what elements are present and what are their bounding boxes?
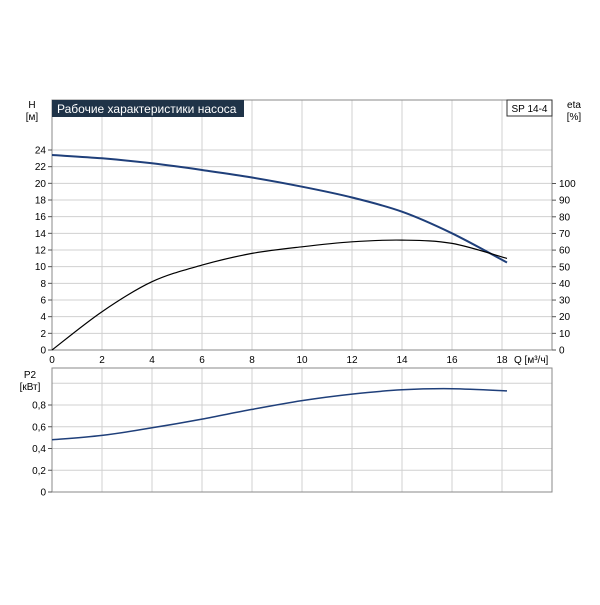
x-tick-label: 0: [49, 355, 55, 366]
p2-tick-label: 0,4: [32, 444, 46, 455]
bottom-chart-frame: [51, 367, 553, 493]
y2-tick-label: 10: [559, 329, 571, 340]
top-chart-frame: [51, 99, 553, 351]
y-axis-unit: [м]: [26, 112, 39, 123]
top-chart-grid: [51, 100, 553, 351]
y2-tick-label: 50: [559, 262, 571, 273]
bottom-y-tick-labels: 0 0,2 0,4 0,6 0,8: [32, 401, 52, 499]
y2-tick-label: 30: [559, 296, 571, 307]
x-tick-label: 4: [149, 355, 155, 366]
x-tick-label: 8: [249, 355, 255, 366]
x-tick-label: 14: [396, 355, 408, 366]
y2-tick-label: 40: [559, 279, 571, 290]
model-label: SP 14-4: [512, 104, 548, 115]
y2-tick-label: 70: [559, 229, 571, 240]
x-tick-label: 18: [496, 355, 508, 366]
top-y2-tick-labels: 0 10 20 30 40 50 60 70 80 90 100: [552, 179, 576, 357]
chart-title-box: [52, 100, 244, 117]
y-tick-label: 0: [40, 346, 46, 357]
y-tick-label: 4: [40, 312, 46, 323]
y2-tick-label: 80: [559, 212, 571, 223]
bottom-series-group: [51, 387, 508, 441]
y-tick-label: 18: [35, 196, 47, 207]
p2-axis-label: P2: [24, 370, 37, 381]
p2-tick-label: 0,8: [32, 401, 46, 412]
y-tick-label: 8: [40, 279, 46, 290]
x-tick-label: 12: [346, 355, 358, 366]
efficiency-curve: [51, 239, 508, 351]
y2-tick-label: 0: [559, 346, 565, 357]
y-tick-label: 10: [35, 262, 47, 273]
x-tick-label: 10: [296, 355, 308, 366]
p2-axis-unit: [кВт]: [20, 382, 41, 393]
y-tick-label: 22: [35, 162, 47, 173]
y-tick-label: 12: [35, 246, 47, 257]
y-tick-label: 20: [35, 179, 47, 190]
power-curve: [51, 387, 508, 441]
p2-tick-label: 0: [40, 488, 46, 499]
y-tick-label: 2: [40, 329, 46, 340]
x-tick-label: 16: [446, 355, 458, 366]
top-series-group: [51, 154, 508, 351]
x-tick-label: 6: [199, 355, 205, 366]
y-axis-label: H: [28, 100, 35, 111]
y2-tick-label: 20: [559, 312, 571, 323]
y-tick-label: 14: [35, 229, 47, 240]
top-x-tick-labels: 0 2 4 6 8 10 12 14 16 18: [49, 355, 508, 366]
p2-tick-label: 0,2: [32, 466, 46, 477]
y2-tick-label: 90: [559, 196, 571, 207]
chart-title: Рабочие характеристики насоса: [57, 102, 237, 116]
y-tick-label: 6: [40, 296, 46, 307]
y2-tick-label: 60: [559, 246, 571, 257]
y-tick-label: 16: [35, 212, 47, 223]
y2-axis-unit: [%]: [567, 112, 582, 123]
p2-tick-label: 0,6: [32, 422, 46, 433]
head-curve: [51, 154, 508, 264]
bottom-chart-grid: [51, 368, 553, 493]
x-tick-label: 2: [99, 355, 105, 366]
x-axis-label: Q [м³/ч]: [514, 355, 549, 366]
y2-axis-label: eta: [567, 100, 581, 111]
y2-tick-label: 100: [559, 179, 576, 190]
model-label-box: [506, 99, 553, 117]
y-tick-label: 24: [35, 146, 47, 157]
